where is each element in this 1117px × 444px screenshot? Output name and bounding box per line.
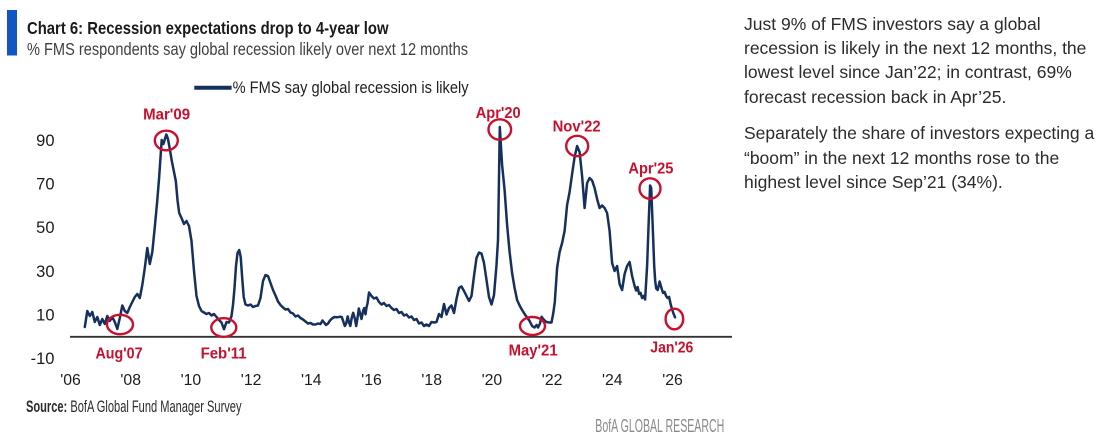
svg-text:% FMS respondents say global r: % FMS respondents say global recession l…	[27, 39, 468, 59]
svg-text:Apr'25: Apr'25	[628, 161, 673, 178]
svg-text:'24: '24	[602, 372, 623, 389]
svg-text:Feb'11: Feb'11	[201, 346, 247, 363]
svg-text:Jan'26: Jan'26	[650, 340, 693, 357]
svg-text:Source: BofA Global Fund Manag: Source: BofA Global Fund Manager Survey	[26, 398, 242, 416]
svg-text:Apr'20: Apr'20	[476, 105, 521, 122]
svg-text:% FMS say global recession is: % FMS say global recession is likely	[233, 79, 470, 97]
svg-text:'12: '12	[241, 372, 262, 389]
svg-text:May'21: May'21	[509, 343, 558, 360]
svg-text:Aug'07: Aug'07	[96, 346, 143, 363]
svg-text:Nov'22: Nov'22	[553, 119, 601, 136]
svg-text:'26: '26	[662, 372, 683, 389]
svg-text:'08: '08	[120, 372, 141, 389]
svg-text:'20: '20	[482, 372, 503, 389]
svg-text:50: 50	[36, 219, 54, 237]
svg-text:70: 70	[36, 176, 54, 194]
svg-text:10: 10	[36, 306, 54, 324]
svg-text:'10: '10	[181, 372, 202, 389]
svg-text:'16: '16	[361, 372, 382, 389]
svg-text:-10: -10	[31, 350, 55, 368]
svg-text:'22: '22	[542, 372, 563, 389]
svg-text:30: 30	[36, 263, 54, 281]
svg-text:'14: '14	[301, 372, 322, 389]
svg-text:BofA GLOBAL RESEARCH: BofA GLOBAL RESEARCH	[595, 416, 724, 436]
svg-text:Chart 6: Recession expectation: Chart 6: Recession expectations drop to …	[27, 18, 389, 38]
svg-text:Mar'09: Mar'09	[143, 107, 190, 124]
svg-text:'18: '18	[421, 372, 442, 389]
svg-text:'06: '06	[60, 372, 81, 389]
svg-text:90: 90	[36, 132, 54, 150]
